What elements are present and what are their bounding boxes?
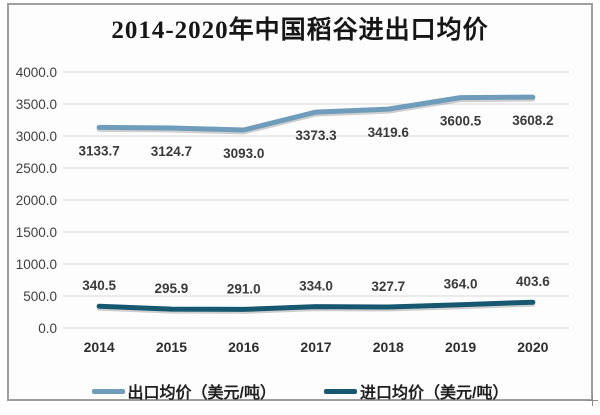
data-label: 364.0 xyxy=(444,277,478,292)
data-label: 3093.0 xyxy=(223,146,264,161)
data-label: 3419.6 xyxy=(368,125,410,140)
import-line xyxy=(96,299,536,312)
chart-frame xyxy=(7,3,593,401)
y-tick-label: 1000.0 xyxy=(16,257,57,272)
x-tick-label: 2020 xyxy=(517,339,548,355)
y-tick-label: 4000.0 xyxy=(16,65,57,80)
data-label: 295.9 xyxy=(155,281,189,296)
data-label: 3133.7 xyxy=(78,143,119,158)
data-label: 3124.7 xyxy=(151,144,192,159)
legend-label-import: 进口均价（美元/吨） xyxy=(360,385,509,402)
y-tick-label: 500.0 xyxy=(23,289,57,304)
export-line xyxy=(96,94,536,133)
x-tick-label: 2017 xyxy=(300,339,331,355)
chart-title: 2014-2020年中国稻谷进出口均价 xyxy=(111,17,489,44)
resize-handle-icon xyxy=(587,395,599,407)
data-label: 3600.5 xyxy=(440,114,482,129)
data-label: 340.5 xyxy=(82,278,116,293)
data-label: 3608.2 xyxy=(512,113,553,128)
y-tick-label: 0.0 xyxy=(38,321,57,336)
legend-item-import: 进口均价（美元/吨） xyxy=(324,379,508,403)
y-tick-label: 3500.0 xyxy=(16,97,57,112)
y-tick-label: 2000.0 xyxy=(16,193,57,208)
x-tick-label: 2014 xyxy=(84,339,115,355)
data-label: 3373.3 xyxy=(295,128,337,143)
y-tick-label: 1500.0 xyxy=(16,225,57,240)
data-label: 327.7 xyxy=(371,279,405,294)
x-tick-label: 2019 xyxy=(445,339,476,355)
legend: 出口均价（美元/吨） 进口均价（美元/吨） xyxy=(0,379,600,403)
data-label: 291.0 xyxy=(227,281,261,296)
y-tick-label: 2500.0 xyxy=(16,161,57,176)
export-line-swatch xyxy=(91,388,125,394)
import-line-swatch xyxy=(324,388,357,394)
legend-label-export: 出口均价（美元/吨） xyxy=(127,385,276,402)
x-tick-label: 2016 xyxy=(228,339,259,355)
data-label: 403.6 xyxy=(516,274,550,289)
data-label: 334.0 xyxy=(299,279,333,294)
legend-item-export: 出口均价（美元/吨） xyxy=(91,379,276,403)
x-tick-label: 2015 xyxy=(156,339,187,355)
y-tick-label: 3000.0 xyxy=(16,129,57,144)
x-tick-label: 2018 xyxy=(373,339,404,355)
